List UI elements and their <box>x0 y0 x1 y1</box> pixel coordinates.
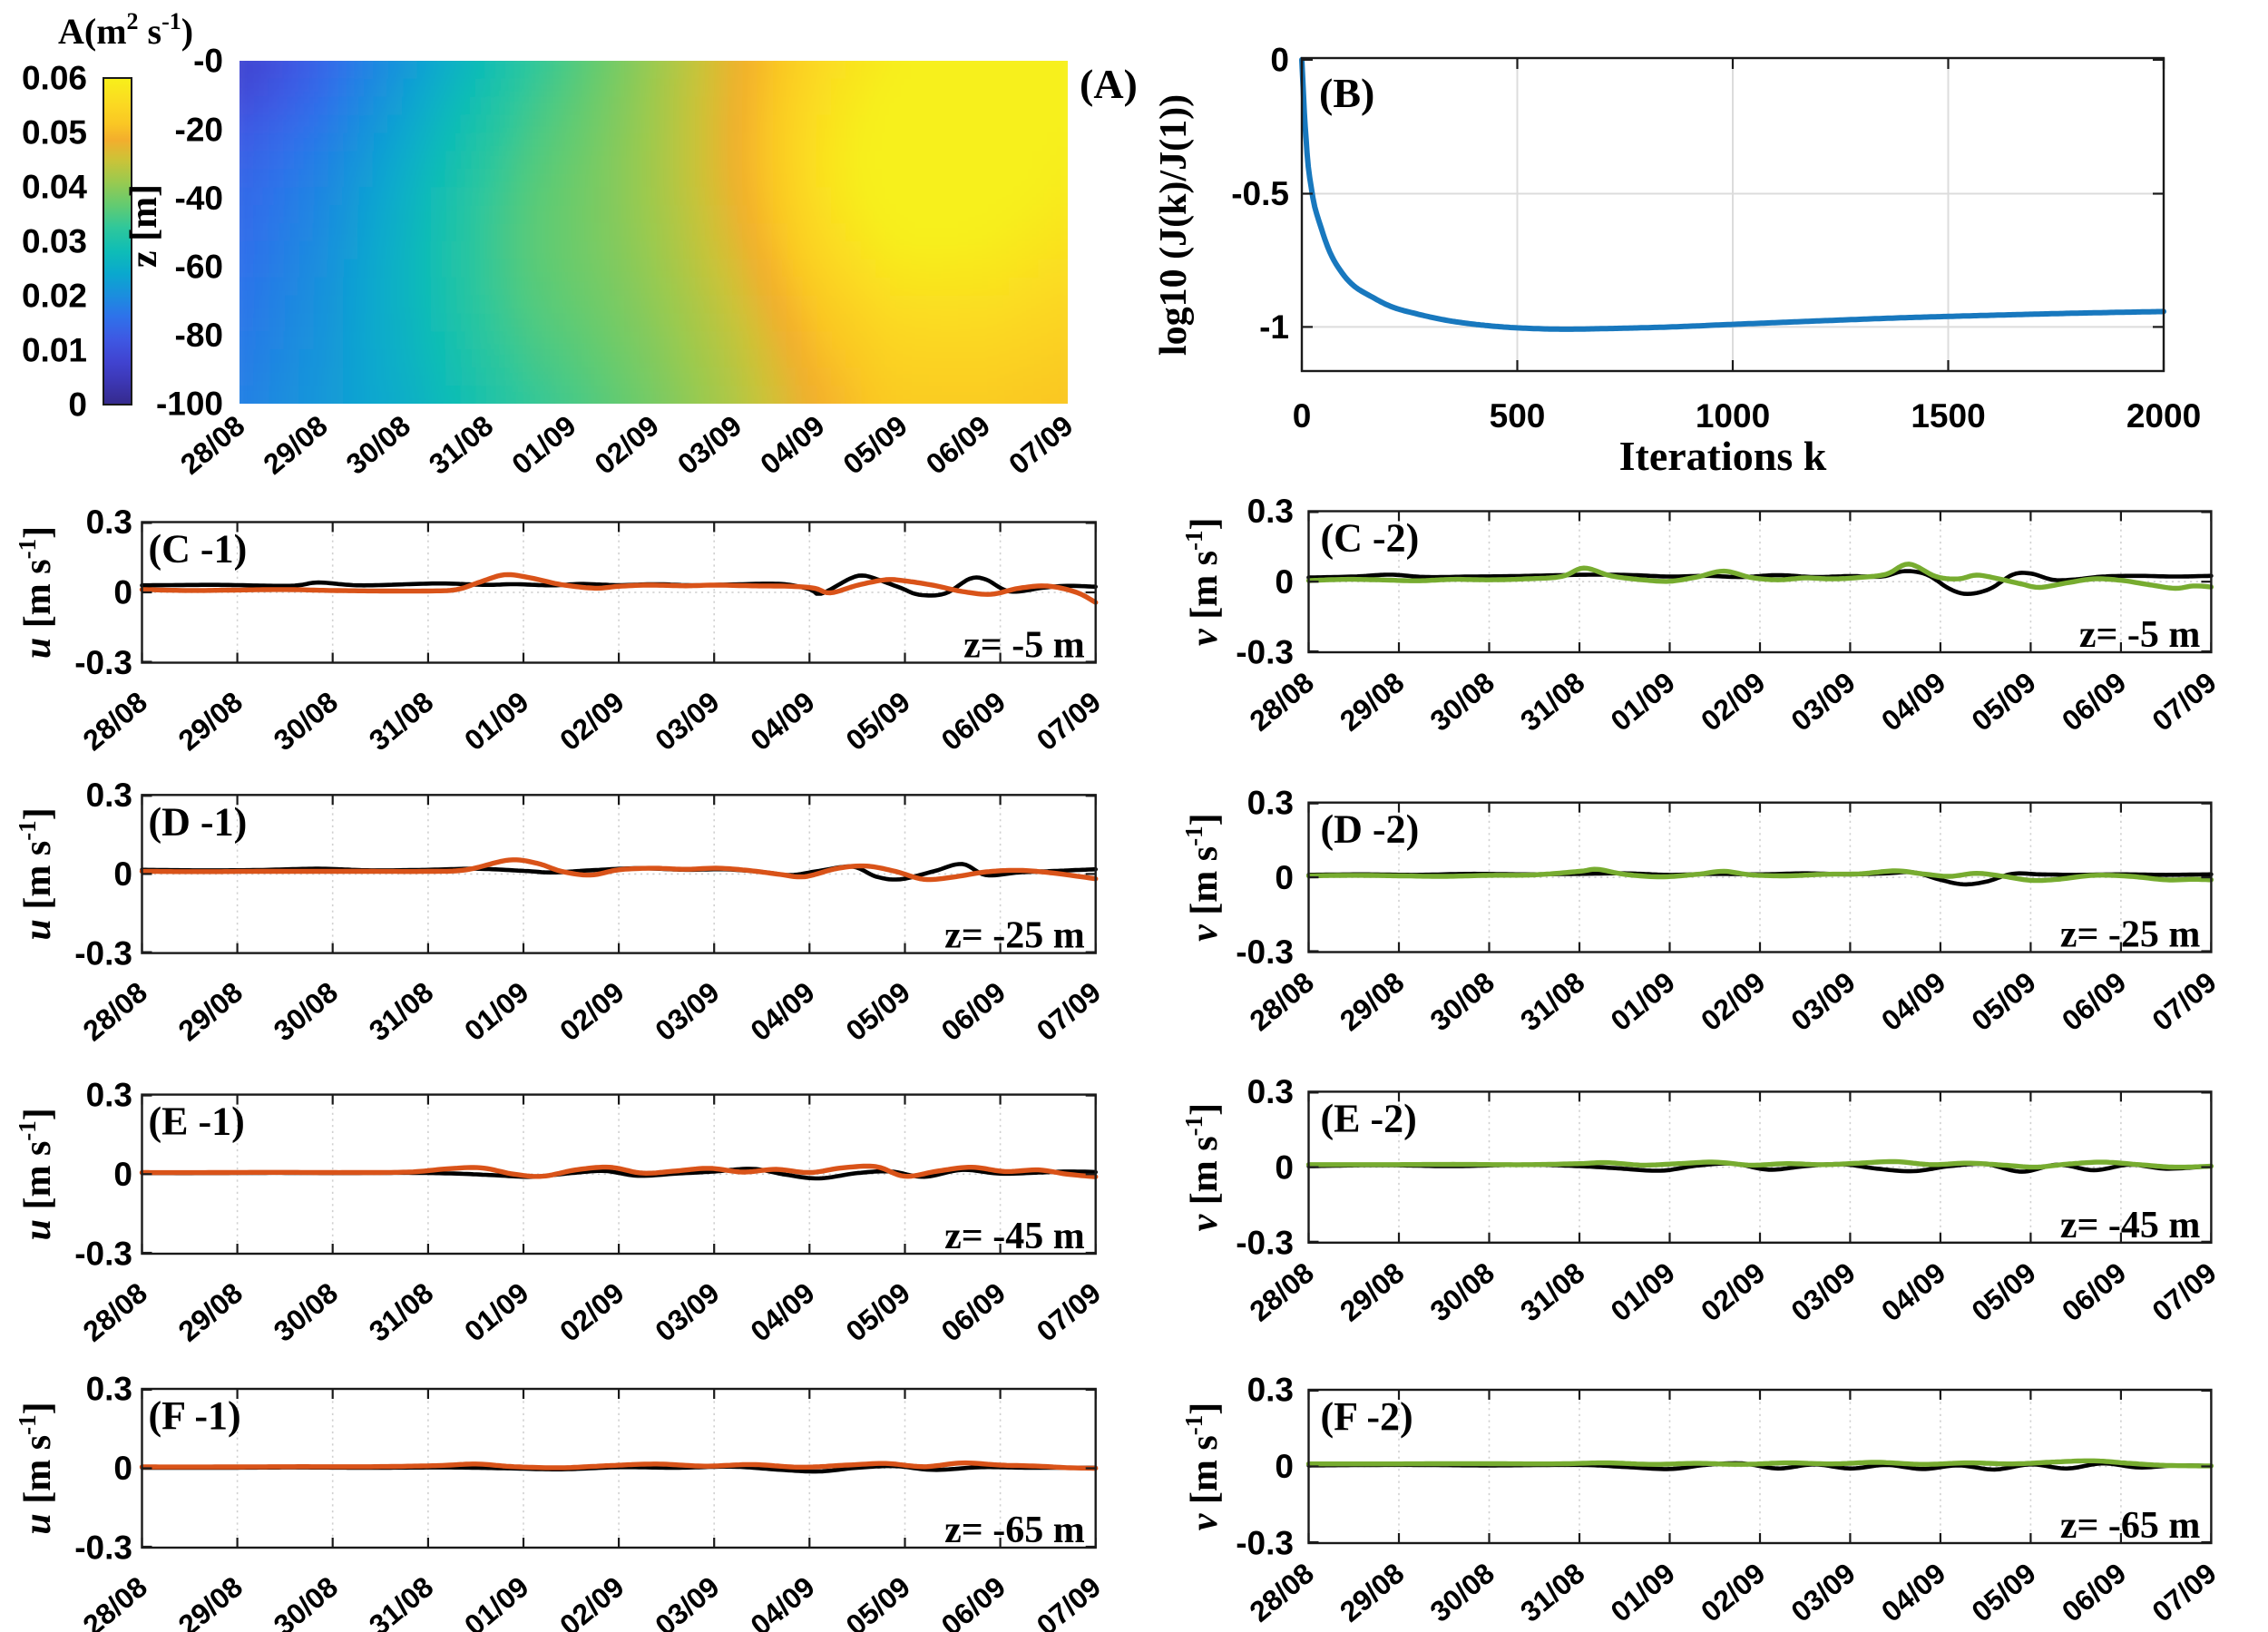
svg-text:0: 0 <box>1275 1148 1294 1186</box>
svg-text:(C -2): (C -2) <box>1321 516 1420 561</box>
svg-text:0: 0 <box>113 574 132 611</box>
svg-text:z= -5 m: z= -5 m <box>2079 614 2201 656</box>
svg-text:(F -1): (F -1) <box>149 1393 241 1438</box>
svg-text:-0.3: -0.3 <box>74 1529 132 1567</box>
svg-text:500: 500 <box>1490 397 1546 435</box>
svg-text:2000: 2000 <box>2126 397 2201 435</box>
svg-text:0: 0 <box>1275 563 1294 601</box>
svg-text:0.3: 0.3 <box>86 1371 132 1408</box>
svg-text:0: 0 <box>1270 42 1289 79</box>
svg-text:0.01: 0.01 <box>22 332 87 369</box>
svg-text:0.3: 0.3 <box>86 503 132 541</box>
svg-text:-80: -80 <box>175 317 223 354</box>
svg-text:-40: -40 <box>175 180 223 217</box>
svg-text:-0.3: -0.3 <box>1236 634 1294 671</box>
svg-text:0.3: 0.3 <box>86 1076 132 1113</box>
svg-text:0: 0 <box>1293 397 1312 435</box>
svg-text:(C -1): (C -1) <box>149 527 248 572</box>
svg-text:u [m s-1]: u [m s-1] <box>14 807 59 940</box>
svg-text:z= -65 m: z= -65 m <box>944 1510 1085 1551</box>
svg-text:0: 0 <box>1275 1448 1294 1485</box>
svg-text:(B): (B) <box>1319 70 1374 116</box>
svg-text:0.3: 0.3 <box>1247 1073 1294 1110</box>
svg-text:A(m2 s-1): A(m2 s-1) <box>58 8 193 52</box>
svg-text:u [m s-1]: u [m s-1] <box>14 1108 59 1240</box>
svg-text:-0.3: -0.3 <box>74 1236 132 1273</box>
svg-text:-0.3: -0.3 <box>1236 933 1294 971</box>
svg-text:0.3: 0.3 <box>1247 493 1294 530</box>
svg-text:0.3: 0.3 <box>86 777 132 814</box>
svg-text:1000: 1000 <box>1696 397 1770 435</box>
svg-text:-1: -1 <box>1259 308 1289 346</box>
svg-text:0: 0 <box>113 1156 132 1193</box>
svg-text:z= -45 m: z= -45 m <box>944 1216 1085 1257</box>
svg-text:0.05: 0.05 <box>22 114 87 151</box>
svg-text:0: 0 <box>1275 859 1294 896</box>
svg-text:z [m]: z [m] <box>123 184 165 268</box>
svg-text:-0.3: -0.3 <box>1236 1225 1294 1262</box>
svg-text:-0: -0 <box>193 43 223 80</box>
svg-text:0: 0 <box>68 386 87 424</box>
svg-text:(A): (A) <box>1080 61 1138 107</box>
svg-text:-0.5: -0.5 <box>1231 175 1289 212</box>
svg-text:-0.3: -0.3 <box>1236 1525 1294 1562</box>
svg-text:0.3: 0.3 <box>1247 1372 1294 1409</box>
svg-text:(D -2): (D -2) <box>1321 807 1420 852</box>
svg-text:(E -2): (E -2) <box>1321 1096 1417 1140</box>
svg-text:0.02: 0.02 <box>22 278 87 315</box>
svg-text:log10 (J(k)/J(1)): log10 (J(k)/J(1)) <box>1153 94 1195 356</box>
svg-text:0: 0 <box>113 855 132 893</box>
svg-text:v [m s-1]: v [m s-1] <box>1180 813 1226 941</box>
svg-text:-0.3: -0.3 <box>74 934 132 972</box>
svg-text:0.06: 0.06 <box>22 60 87 97</box>
svg-text:0.03: 0.03 <box>22 223 87 260</box>
svg-text:-0.3: -0.3 <box>74 644 132 681</box>
svg-text:0: 0 <box>113 1450 132 1487</box>
svg-text:0.3: 0.3 <box>1247 784 1294 821</box>
svg-text:-100: -100 <box>156 386 223 423</box>
svg-text:-20: -20 <box>175 111 223 148</box>
svg-text:z= -65 m: z= -65 m <box>2060 1505 2201 1547</box>
svg-text:(D -1): (D -1) <box>149 799 248 844</box>
svg-text:z= -25 m: z= -25 m <box>944 915 1085 957</box>
svg-text:-60: -60 <box>175 249 223 286</box>
svg-text:(F -2): (F -2) <box>1321 1394 1413 1439</box>
svg-text:z= -45 m: z= -45 m <box>2060 1205 2201 1246</box>
svg-text:z= -5 m: z= -5 m <box>963 625 1085 667</box>
svg-text:Iterations k: Iterations k <box>1619 433 1827 479</box>
svg-text:(E -1): (E -1) <box>149 1099 245 1144</box>
svg-text:z= -25 m: z= -25 m <box>2060 914 2201 956</box>
svg-text:1500: 1500 <box>1911 397 1985 435</box>
svg-text:0.04: 0.04 <box>22 169 87 206</box>
